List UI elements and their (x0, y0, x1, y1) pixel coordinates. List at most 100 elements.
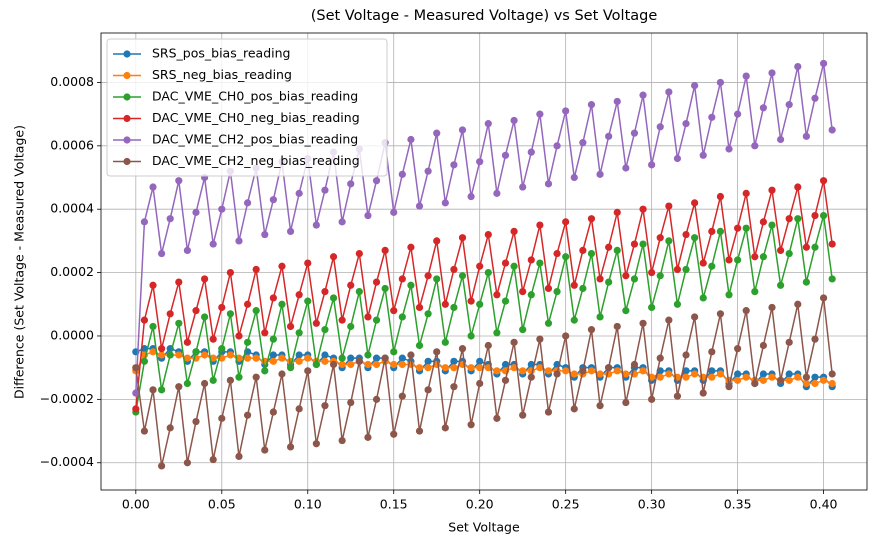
point (605, 132, 613, 140)
point (149, 322, 157, 331)
point (398, 392, 406, 400)
x-tick-label: 0.30 (638, 497, 666, 512)
point (183, 338, 192, 346)
point (209, 335, 217, 343)
point (544, 408, 553, 416)
point (476, 300, 484, 308)
point (802, 373, 810, 381)
point (175, 278, 183, 286)
point (321, 351, 329, 359)
point (441, 338, 449, 346)
legend-marker (123, 114, 131, 123)
point (158, 462, 166, 470)
point (510, 338, 518, 346)
point (811, 335, 819, 343)
point (673, 300, 682, 308)
point (209, 376, 217, 384)
point (235, 332, 243, 340)
point (218, 414, 226, 422)
point (613, 246, 621, 255)
point (622, 398, 630, 407)
point (742, 189, 750, 197)
point (132, 389, 140, 397)
point (510, 364, 518, 372)
point (390, 348, 398, 356)
point (278, 300, 286, 308)
point (725, 145, 733, 153)
y-tick-label: 0.0006 (50, 137, 94, 152)
point (347, 281, 355, 289)
point (570, 405, 578, 413)
point (433, 129, 441, 137)
point (691, 313, 699, 321)
point (321, 186, 329, 194)
point (811, 211, 819, 220)
legend-label: DAC_VME_CH2_pos_bias_reading (152, 132, 358, 147)
point (424, 272, 432, 280)
point (329, 294, 338, 302)
point (519, 411, 527, 419)
point (811, 373, 819, 381)
point (536, 335, 544, 343)
point (476, 262, 484, 270)
point (768, 186, 776, 194)
point (407, 351, 415, 359)
point (708, 348, 716, 356)
point (390, 208, 398, 216)
point (587, 101, 596, 109)
series-line (135, 297, 833, 467)
point (656, 234, 664, 242)
point (149, 183, 157, 191)
point (794, 62, 802, 71)
point (596, 170, 604, 178)
point (140, 357, 149, 365)
point (415, 341, 424, 350)
point (407, 243, 415, 251)
point (527, 148, 535, 156)
point (183, 379, 192, 388)
point (415, 364, 424, 372)
point (200, 379, 209, 388)
point (450, 383, 458, 391)
point (381, 246, 389, 255)
point (562, 332, 570, 340)
point (785, 101, 793, 109)
point (458, 126, 467, 134)
point (218, 303, 226, 312)
x-tick-label: 0.15 (380, 497, 408, 512)
point (398, 170, 406, 178)
point (570, 281, 578, 289)
point (734, 224, 742, 232)
point (708, 262, 716, 270)
point (501, 151, 510, 159)
point (140, 427, 149, 435)
point (802, 278, 810, 286)
point (312, 221, 320, 229)
point (811, 379, 819, 388)
point (776, 281, 785, 289)
point (811, 94, 819, 102)
point (493, 329, 501, 337)
point (734, 256, 742, 264)
point (347, 354, 355, 362)
point (630, 129, 639, 137)
point (441, 364, 449, 372)
point (699, 151, 707, 159)
point (175, 177, 183, 185)
point (613, 367, 621, 375)
point (656, 272, 664, 280)
point (407, 281, 415, 289)
legend-marker (123, 50, 131, 58)
point (682, 367, 690, 375)
point (759, 376, 768, 384)
point (691, 370, 699, 378)
point (819, 294, 828, 302)
legend-marker (123, 93, 131, 101)
point (192, 208, 200, 216)
point (243, 354, 252, 362)
point (630, 240, 639, 248)
point (596, 402, 604, 410)
point (673, 392, 682, 400)
point (132, 364, 140, 372)
point (200, 313, 209, 321)
